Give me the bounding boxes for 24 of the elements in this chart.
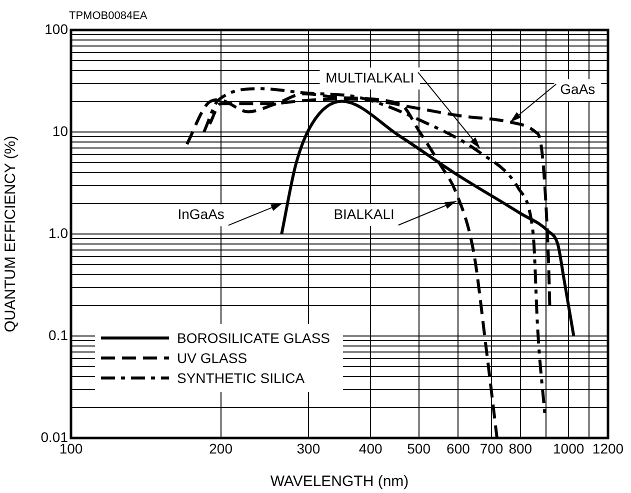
x-axis-title: WAVELENGTH (nm) xyxy=(270,473,409,490)
x-tick-label: 800 xyxy=(508,440,532,456)
y-axis-title: QUANTUM EFFICIENCY (%) xyxy=(2,136,20,332)
annotation: MULTIALKALI xyxy=(326,69,414,86)
y-tick-label: 1.0 xyxy=(48,224,68,241)
legend-label: UV GLASS xyxy=(177,350,248,366)
x-tick-label: 700 xyxy=(480,440,504,456)
y-tick-label: 0.01 xyxy=(40,428,68,445)
x-tick-label: 200 xyxy=(209,440,233,456)
annotation: InGaAs xyxy=(178,206,224,222)
legend-label: BOROSILICATE GLASS xyxy=(177,330,330,346)
y-tick-label: 0.1 xyxy=(48,326,68,343)
x-tick-label: 1000 xyxy=(553,440,584,456)
x-tick-label: 600 xyxy=(446,440,470,456)
y-tick-label: 100 xyxy=(44,20,68,37)
x-tick-label: 400 xyxy=(358,440,382,456)
y-tick-label: 10 xyxy=(52,122,68,139)
legend-label: SYNTHETIC SILICA xyxy=(177,370,306,386)
x-tick-label: 1200 xyxy=(592,440,624,456)
annotation: GaAs xyxy=(560,80,596,97)
x-tick-label: 300 xyxy=(296,440,320,456)
x-tick-label: 500 xyxy=(407,440,431,456)
text: TPMOB0084EA xyxy=(69,10,148,22)
annotation: BIALKALI xyxy=(334,206,394,222)
